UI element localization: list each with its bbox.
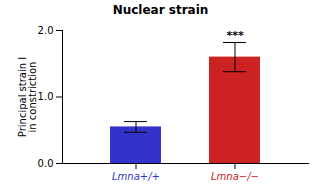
svg-text:***: *** [226, 29, 244, 42]
svg-text:Lmna+/+: Lmna+/+ [112, 171, 160, 182]
svg-text:2.0: 2.0 [38, 25, 54, 36]
svg-text:1.0: 1.0 [38, 91, 54, 102]
svg-text:Principal strain Iin constrict: Principal strain Iin constriction [17, 57, 38, 137]
html-text:Nuclear strain: Nuclear strain [112, 3, 209, 17]
svg-text:0.0: 0.0 [38, 158, 54, 169]
svg-text:Lmna−/−: Lmna−/− [211, 171, 259, 182]
